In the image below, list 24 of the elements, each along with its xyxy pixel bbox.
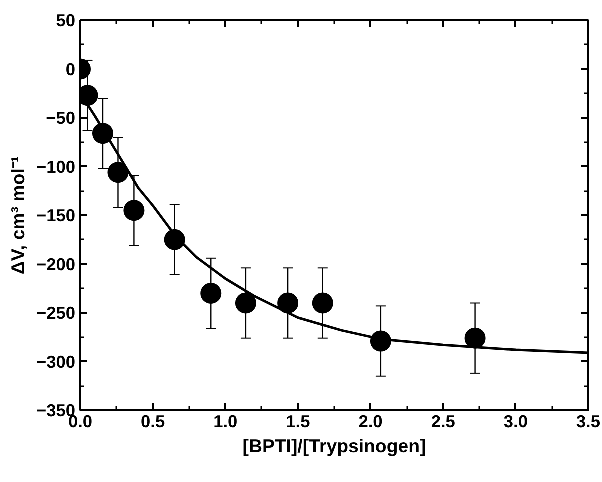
point xyxy=(235,292,256,314)
x-tick-label: 1.5 xyxy=(286,412,311,432)
y-tick-label: −100 xyxy=(36,156,76,177)
x-tick-label: 2.5 xyxy=(431,412,456,432)
x-tick-label: 3.0 xyxy=(504,412,528,432)
point xyxy=(278,292,299,314)
point xyxy=(124,200,145,222)
y-tick-label: −150 xyxy=(36,206,76,226)
point xyxy=(464,328,486,349)
x-tick-label: 1.0 xyxy=(214,412,238,432)
x-tick-label: 0.5 xyxy=(141,412,166,432)
y-tick-label: 50 xyxy=(56,10,76,30)
y-tick-label: −50 xyxy=(46,108,76,128)
x-tick-label: 3.5 xyxy=(576,412,601,432)
point xyxy=(200,283,222,304)
y-tick-label: −300 xyxy=(36,352,76,372)
point xyxy=(108,162,129,184)
y-tick-label: −250 xyxy=(36,303,76,323)
x-axis-title: [BPTI]/[Trypsinogen] xyxy=(242,436,426,456)
x-tick-label: 2.0 xyxy=(358,412,383,432)
y-tick-label: 0 xyxy=(66,59,76,80)
point xyxy=(312,292,334,314)
y-axis-title: ΔV, cm³ mol⁻¹ xyxy=(7,156,28,275)
y-tick-label: −200 xyxy=(36,254,76,274)
